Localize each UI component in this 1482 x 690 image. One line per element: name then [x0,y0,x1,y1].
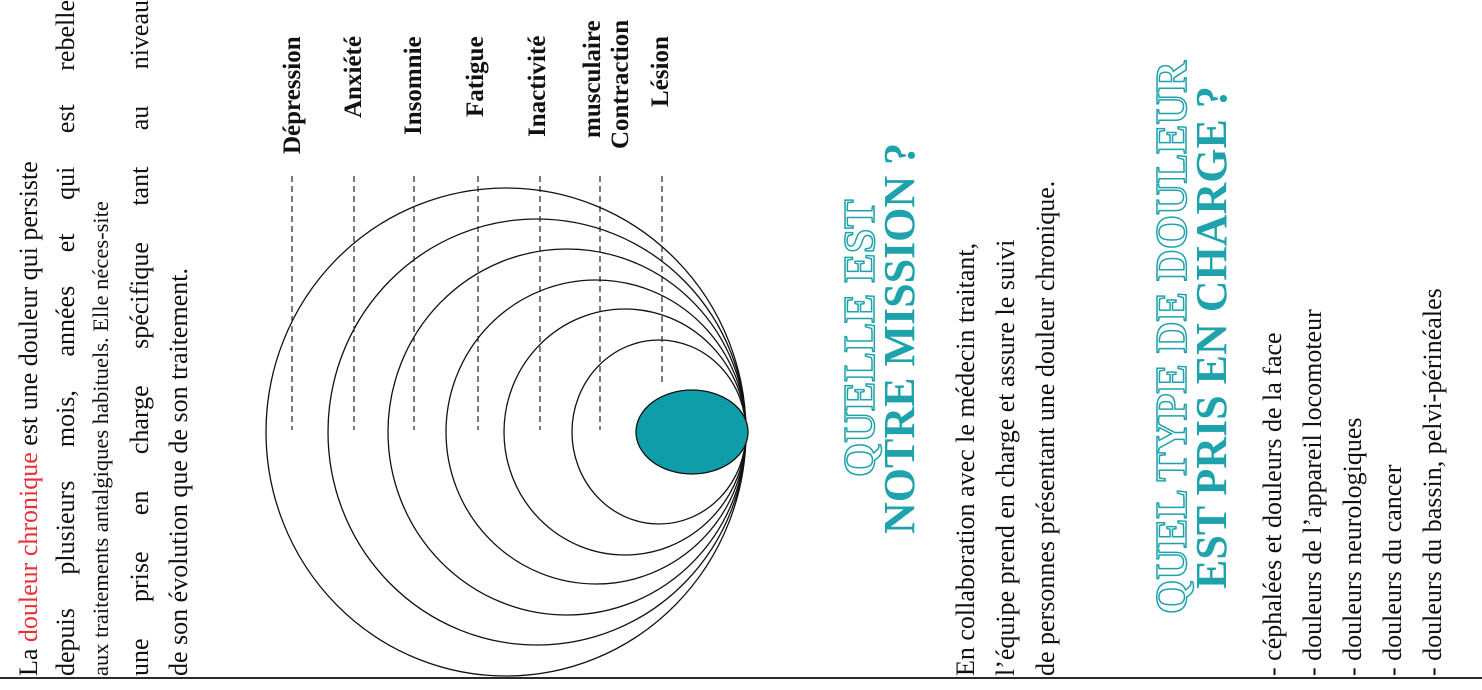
types-heading-line-2: EST PRIS EN CHARGE ? [1187,86,1236,590]
mission-line-1: En collaboration avec le médecin traitan… [951,242,980,676]
label-insomnia: Insomnie [400,36,427,135]
label-depression: Dépression [279,36,306,154]
label-contraction: Contraction [607,20,634,150]
layer-lesion-core [635,389,749,475]
label-lesion: Lésion [647,36,674,107]
label-inactivity: Inactivité [524,36,551,138]
label-musculaire: musculaire [579,20,606,138]
label-fatigue: Fatigue [462,36,489,117]
list-item: - douleurs neurologiques [1338,417,1367,676]
list-item: - céphalées et douleurs de la face [1258,332,1287,676]
list-item: - douleurs de l’appareil locomoteur [1298,309,1327,676]
list-item: - douleurs du cancer [1378,464,1407,676]
bottom-divider [0,677,1482,679]
label-anxiety: Anxiété [340,36,367,118]
mission-heading-line-2: NOTRE MISSION ? [875,142,924,534]
list-item: - douleurs du bassin, pelvi-périnéales [1418,288,1447,676]
mission-line-3: de personnes présentant une douleur chro… [1031,180,1060,676]
mission-line-2: l’équipe prend en charge et assure le su… [991,239,1020,676]
